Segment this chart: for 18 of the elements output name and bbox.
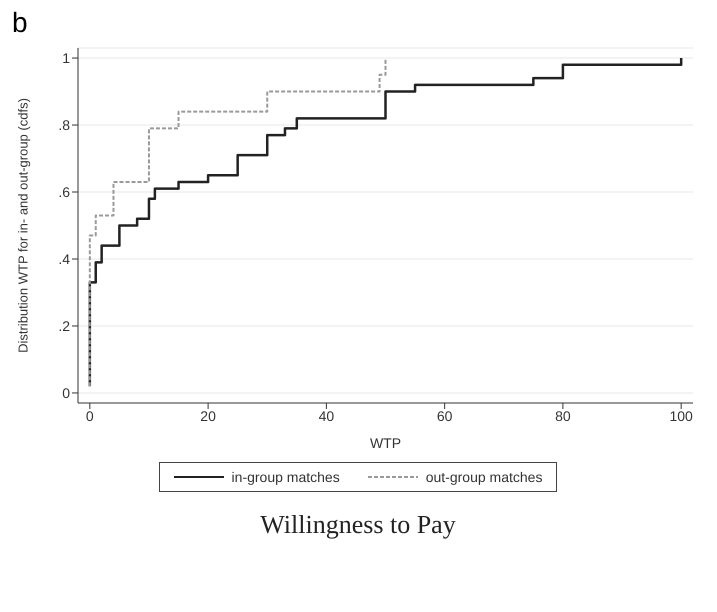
y-tick-label: .4: [58, 250, 70, 267]
y-axis-title: Distribution WTP for in- and out-group (cdfs): [16, 98, 31, 353]
x-tick-label: 100: [669, 408, 694, 424]
legend-label: out-group matches: [426, 469, 542, 485]
x-tick-label: 40: [318, 408, 334, 424]
y-tick-label: .8: [58, 117, 70, 133]
x-tick-label: 60: [436, 408, 453, 424]
x-tick-label: 80: [555, 408, 571, 424]
y-tick-label: .2: [58, 318, 70, 334]
legend-label: in-group matches: [232, 469, 340, 485]
y-tick-label: 0: [62, 384, 70, 401]
x-tick-label: 20: [200, 408, 216, 424]
text: Willingness to Pay: [259, 510, 457, 540]
y-tick-label: 1: [62, 50, 70, 66]
x-tick-label: 0: [86, 408, 94, 424]
y-tick-label: .6: [58, 184, 70, 200]
text: b: [12, 7, 29, 38]
x-axis-title: WTP: [370, 435, 402, 451]
